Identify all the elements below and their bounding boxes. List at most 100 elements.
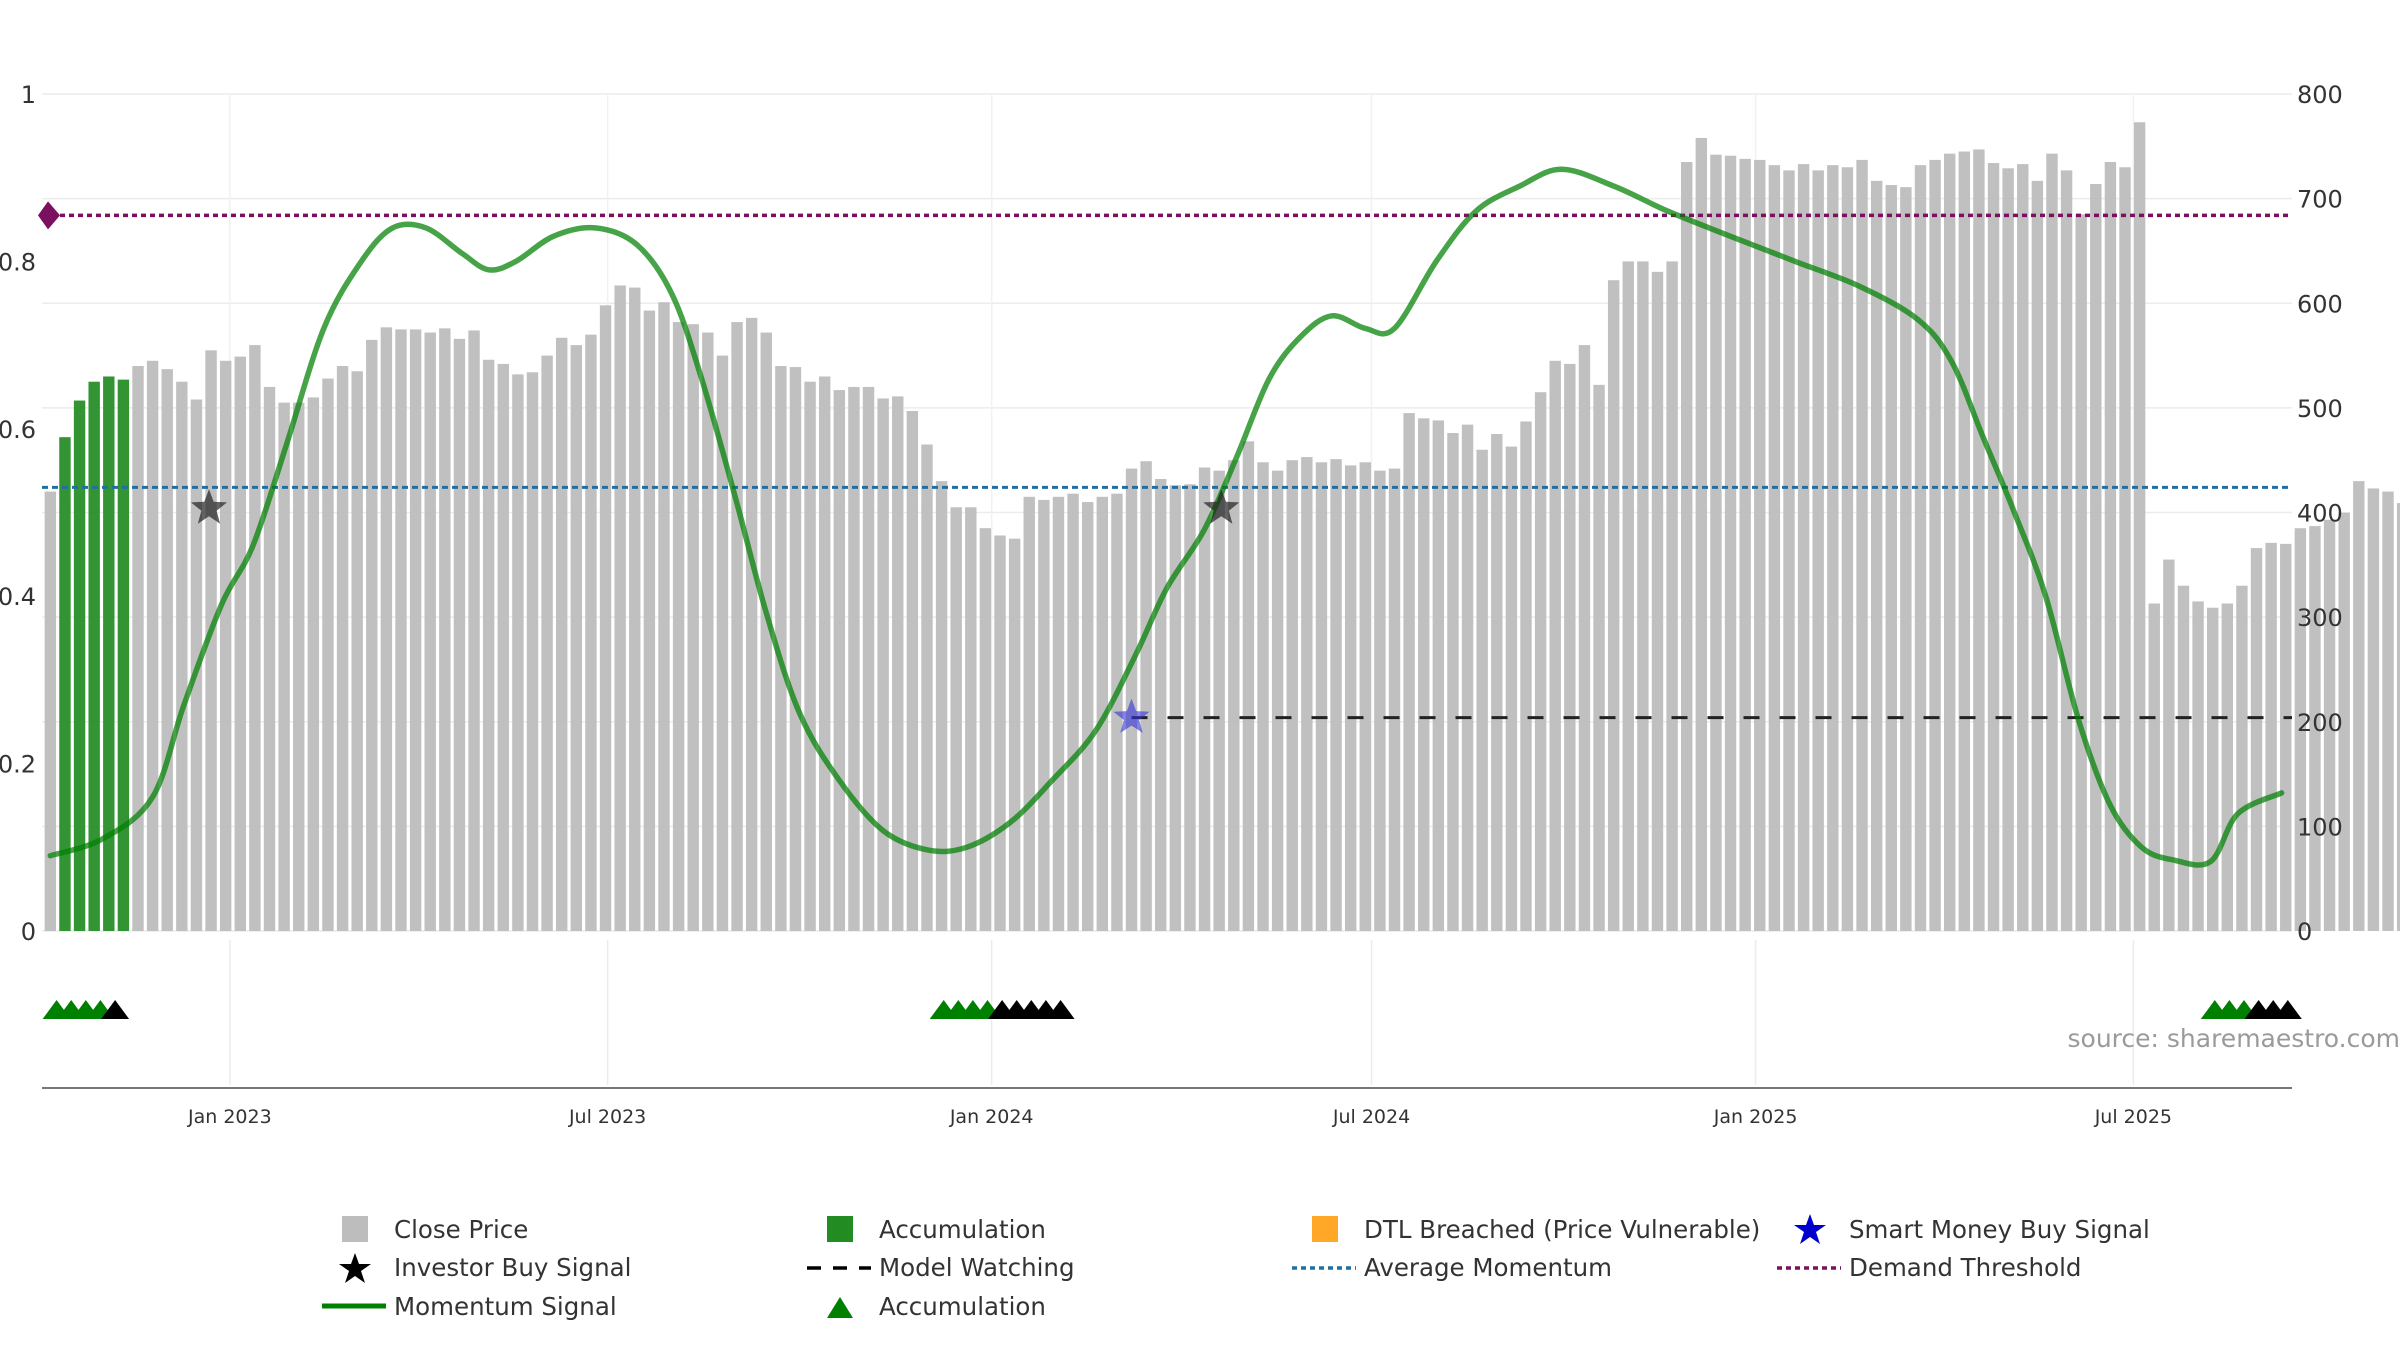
price-bar (2280, 543, 2292, 931)
price-bar (877, 398, 889, 932)
price-bar (409, 329, 422, 931)
price-bar (1359, 462, 1371, 931)
x-tick-label: Jul 2024 (1332, 1106, 1410, 1128)
price-bar (1885, 185, 1897, 931)
y-right-tick-label: 800 (2297, 81, 2343, 109)
price-bar (1549, 360, 1561, 931)
price-bar (1286, 460, 1298, 931)
price-bar (1140, 461, 1152, 931)
demand-threshold-marker (38, 201, 60, 230)
price-bar (526, 372, 539, 931)
legend-item: Model Watching (805, 1249, 1290, 1288)
accumulation-triangle (1046, 1000, 1075, 1019)
y-left-tick-label: 1 (21, 81, 36, 109)
legend-symbol (827, 1216, 853, 1243)
legend-label: Average Momentum (1364, 1253, 1612, 1283)
price-bar (2104, 162, 2117, 931)
price-bar (293, 402, 305, 931)
price-bar (702, 332, 714, 931)
legend-label: Smart Money Buy Signal (1849, 1214, 2150, 1244)
price-bar (892, 396, 904, 931)
accumulation-triangle (2273, 1000, 2302, 1019)
price-bar (1564, 363, 1576, 931)
y-right-tick-label: 600 (2297, 290, 2343, 318)
y-right-tick-label: 700 (2297, 186, 2343, 214)
legend-item: Accumulation (805, 1210, 1290, 1249)
price-bar (1578, 345, 1591, 932)
price-bar (1900, 187, 1912, 931)
price-bar (468, 330, 480, 931)
investor-buy-star (1203, 489, 1240, 524)
price-bar (2002, 168, 2014, 931)
legend-symbol (1312, 1216, 1338, 1243)
price-bar (1593, 384, 1605, 931)
price-bar (1666, 261, 1678, 931)
price-bar (1870, 180, 1883, 932)
price-bar (2031, 180, 2044, 932)
price-bar (1330, 459, 1342, 931)
price-bar (1432, 420, 1445, 931)
legend-item: DTL Breached (Price Vulnerable) (1290, 1210, 1775, 1249)
price-bar (1038, 499, 1050, 931)
price-bar (848, 386, 860, 931)
x-tick-label: Jul 2023 (568, 1106, 646, 1128)
price-bar (219, 360, 232, 931)
price-bar (965, 507, 977, 931)
price-bar (2046, 153, 2058, 931)
price-bar (234, 356, 246, 931)
price-bar (1754, 159, 1766, 931)
price-bar (336, 366, 349, 931)
price-bar (1607, 280, 1620, 932)
price-bar (205, 350, 217, 932)
legend-label: Model Watching (879, 1253, 1075, 1283)
y-right-tick-label: 300 (2297, 604, 2343, 632)
price-bar (994, 535, 1006, 931)
price-bar (745, 317, 758, 931)
x-tick-label: Jan 2025 (1713, 1106, 1798, 1128)
price-bar (1987, 163, 2000, 932)
legend-label: Accumulation (879, 1214, 1046, 1244)
price-bar (278, 402, 290, 931)
price-bar (1388, 468, 1401, 931)
price-bar (2133, 122, 2146, 931)
price-bar (2177, 585, 2190, 931)
price-bar (1695, 137, 1708, 931)
y-left-tick-label: 0.2 (0, 751, 36, 779)
price-bar (1505, 446, 1518, 931)
legend-symbol (322, 1303, 386, 1309)
price-bar (775, 366, 787, 931)
price-bar (1958, 151, 1971, 932)
price-bar (2148, 603, 2160, 931)
legend-symbol (1794, 1214, 1826, 1245)
price-bar (1461, 424, 1474, 931)
legend-symbol (339, 1252, 371, 1283)
legend-symbol (342, 1216, 368, 1243)
price-bar (2236, 585, 2248, 931)
price-bar (2294, 528, 2307, 931)
price-bar (2250, 548, 2263, 931)
price-bar (2367, 488, 2380, 931)
price-bar (1520, 421, 1532, 931)
price-bar (497, 363, 509, 931)
price-bar (1315, 462, 1328, 931)
y-right-tick-label: 200 (2297, 709, 2343, 737)
price-bar (1622, 261, 1634, 931)
price-bar (1914, 165, 1927, 931)
price-bar (1681, 162, 1693, 931)
price-bar (395, 329, 407, 931)
price-bar (541, 355, 553, 931)
price-bar (935, 481, 948, 931)
price-bar (1257, 462, 1269, 931)
price-bar (687, 324, 699, 931)
price-bar (146, 360, 159, 931)
price-bar (2353, 481, 2365, 931)
price-bar (1637, 261, 1649, 931)
price-bar (1827, 165, 1839, 931)
price-bar (585, 334, 597, 931)
y-left-tick-label: 0.8 (0, 248, 36, 276)
price-bar (73, 400, 86, 931)
price-bar (979, 528, 992, 931)
price-bar (1797, 164, 1810, 932)
price-bar (1052, 496, 1065, 931)
